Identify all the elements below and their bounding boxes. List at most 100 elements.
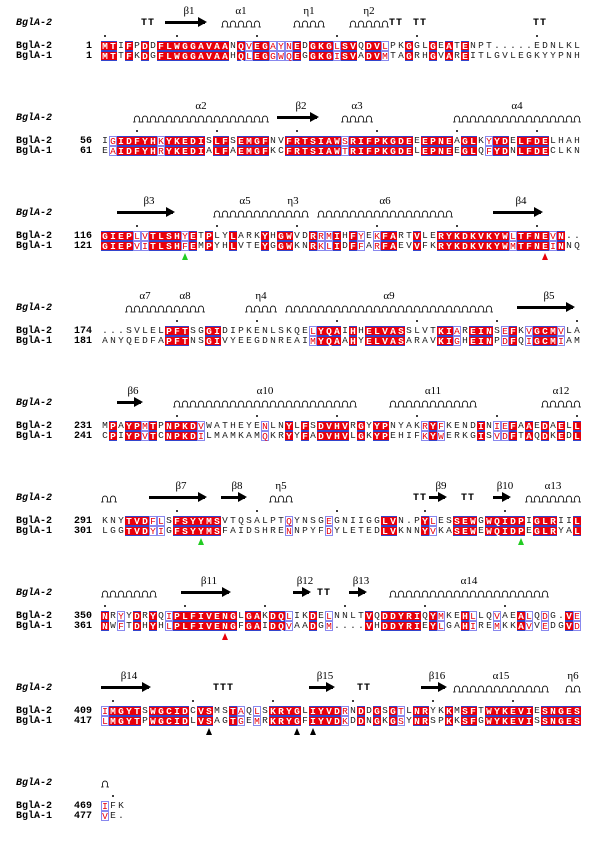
- residue: Y: [485, 136, 493, 147]
- residue: G: [373, 716, 381, 727]
- ss-label: α12: [552, 385, 570, 397]
- residue: F: [381, 241, 389, 252]
- residue: G: [270, 240, 276, 251]
- residue: W: [285, 231, 293, 242]
- residue: D: [262, 335, 268, 346]
- residue: K: [501, 706, 509, 717]
- black-triangle-marker: [205, 728, 212, 735]
- sequence-name: BglA-1: [16, 146, 53, 157]
- residue: T: [109, 51, 117, 62]
- residue: G: [269, 51, 277, 62]
- residue: .: [102, 325, 108, 336]
- residue: L: [350, 610, 356, 621]
- residue: L: [262, 515, 268, 526]
- residue: Q: [325, 326, 333, 337]
- residue: E: [454, 420, 460, 431]
- residue: Y: [189, 526, 197, 537]
- residue: T: [246, 240, 252, 251]
- residue: E: [509, 716, 517, 727]
- residue: V: [222, 335, 228, 346]
- residue: G: [189, 41, 197, 52]
- residue: E: [486, 620, 492, 631]
- position-dot: [416, 35, 418, 37]
- residue: E: [405, 136, 413, 147]
- residue: G: [150, 50, 156, 61]
- residue: I: [358, 515, 364, 526]
- residue: K: [501, 716, 509, 727]
- residue: G: [166, 525, 172, 536]
- residue: K: [286, 325, 292, 336]
- residue: D: [501, 431, 509, 442]
- residue: S: [222, 705, 228, 716]
- residue: H: [173, 241, 181, 252]
- reference-label: BglA-2: [16, 208, 53, 219]
- residue: A: [118, 420, 124, 431]
- residue: I: [413, 621, 421, 632]
- residue: W: [485, 716, 493, 727]
- position-dot: [296, 130, 298, 132]
- residue: H: [342, 230, 348, 241]
- position-dot: [536, 225, 538, 227]
- residue: Q: [246, 705, 252, 716]
- residue: E: [445, 146, 453, 157]
- residue: A: [109, 146, 117, 157]
- residue: L: [229, 231, 237, 242]
- residue: M: [205, 516, 213, 527]
- residue: I: [197, 136, 205, 147]
- residue: S: [181, 526, 189, 537]
- residue: V: [205, 611, 213, 622]
- residue: F: [149, 516, 157, 527]
- residue: E: [557, 421, 565, 432]
- residue: N: [566, 50, 572, 61]
- residue: E: [366, 230, 372, 241]
- residue: H: [142, 620, 148, 631]
- residue: V: [422, 325, 428, 336]
- residue: F: [469, 706, 477, 717]
- turn-label: TT: [357, 683, 372, 694]
- residue: N: [533, 231, 541, 242]
- residue: K: [381, 136, 389, 147]
- residue: V: [549, 231, 557, 242]
- residue: T: [118, 50, 124, 61]
- residue: G: [117, 706, 125, 717]
- residue: A: [294, 335, 300, 346]
- residue: S: [341, 51, 349, 62]
- residue: D: [181, 716, 189, 727]
- alignment-block: BglA-2 β11 β12 TT β13 α14 BglA-2 350 N R Y Y D R Y Q I P L…: [0, 575, 600, 670]
- residue: F: [285, 146, 293, 157]
- ss-label: η1: [303, 5, 315, 17]
- residue: P: [109, 421, 117, 432]
- residue: I: [350, 515, 356, 526]
- residue: D: [125, 146, 133, 157]
- residue: A: [102, 335, 108, 346]
- residue: .: [518, 40, 524, 51]
- residue: N: [510, 145, 516, 156]
- sequence-start-number: 417: [73, 716, 92, 727]
- residue: T: [478, 705, 484, 716]
- residue: D: [325, 526, 333, 537]
- residue: M: [549, 326, 557, 337]
- residue: I: [197, 611, 205, 622]
- residue: H: [558, 135, 564, 146]
- alpha-helix-coil: [525, 495, 581, 503]
- residue: N: [414, 525, 420, 536]
- residue: D: [541, 421, 549, 432]
- alpha-helix-coil: [565, 685, 581, 693]
- residue: T: [486, 40, 492, 51]
- residue: L: [574, 40, 580, 51]
- residue: V: [517, 706, 525, 717]
- residue: S: [382, 705, 388, 716]
- residue: Q: [277, 611, 285, 622]
- residue: D: [317, 431, 325, 442]
- residue: P: [158, 420, 164, 431]
- ss-label: α2: [195, 100, 207, 112]
- position-dot: [416, 415, 418, 417]
- residue: L: [566, 420, 572, 431]
- residue: .: [358, 620, 364, 631]
- residue: D: [541, 431, 549, 442]
- residue: V: [325, 716, 333, 727]
- residue: T: [390, 50, 396, 61]
- residue: N: [437, 136, 445, 147]
- position-dot: [536, 130, 538, 132]
- sequence-name: BglA-1: [16, 716, 53, 727]
